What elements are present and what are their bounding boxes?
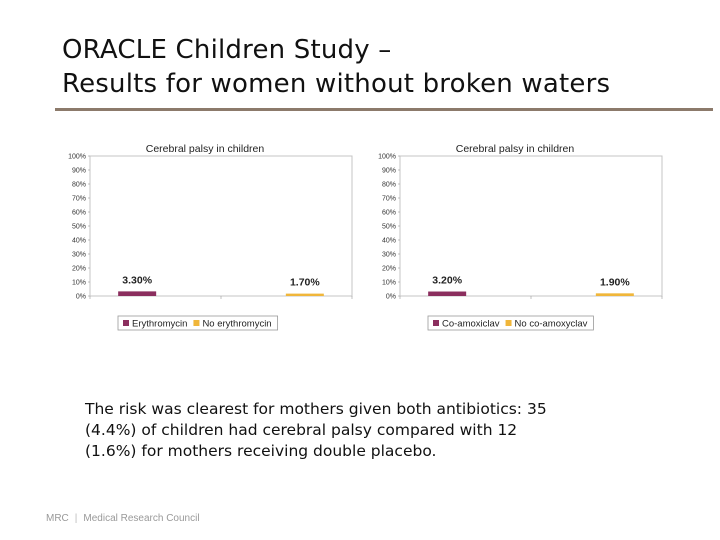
y-tick-label: 60% xyxy=(72,210,86,217)
legend-entry: Erythromycin xyxy=(132,319,187,330)
y-tick-label: 10% xyxy=(72,280,86,287)
y-tick-label: 20% xyxy=(382,266,396,273)
data-label: 1.70% xyxy=(290,277,320,289)
legend-swatch xyxy=(505,320,512,326)
footer-name: Medical Research Council xyxy=(83,513,200,524)
chart-title: Cerebral palsy in children xyxy=(146,143,265,155)
data-label: 1.90% xyxy=(600,276,630,288)
legend-swatch xyxy=(123,320,129,326)
bar-treated xyxy=(118,291,157,296)
y-tick-label: 40% xyxy=(72,238,86,245)
footer-separator: | xyxy=(74,513,78,524)
y-tick-label: 30% xyxy=(382,252,396,259)
body-line-1: The risk was clearest for mothers given … xyxy=(85,400,547,418)
body-line-2: (4.4%) of children had cerebral palsy co… xyxy=(85,421,518,439)
y-tick-label: 20% xyxy=(72,266,86,273)
chart-erythromycin-svg: Cerebral palsy in children 0% 10% 20% 30% 40%… xyxy=(68,143,353,331)
bar-untreated xyxy=(285,293,324,296)
y-tick-label: 50% xyxy=(382,224,396,231)
y-tick-label: 30% xyxy=(72,252,86,259)
title-line-1: ORACLE Children Study – xyxy=(62,35,392,65)
data-label: 3.30% xyxy=(122,274,152,286)
y-tick-label: 100% xyxy=(378,154,396,161)
y-tick-label: 50% xyxy=(72,224,86,231)
chart-co-amoxiclav: Cerebral palsy in children 0% 10% 20% 30% 40%… xyxy=(370,140,670,335)
legend-entry: Co-amoxiclav xyxy=(442,319,500,330)
slide-title: ORACLE Children Study – Results for wome… xyxy=(62,33,610,101)
y-tick-label: 90% xyxy=(382,168,396,175)
y-tick-label: 0% xyxy=(76,294,86,301)
title-divider xyxy=(55,108,713,111)
bar-treated xyxy=(428,291,467,296)
y-tick-label: 80% xyxy=(72,182,86,189)
chart-co-amoxiclav-svg: Cerebral palsy in children 0% 10% 20% 30% 40%… xyxy=(378,143,663,331)
bar-untreated xyxy=(595,293,634,296)
legend-swatch xyxy=(433,320,439,326)
body-line-3: (1.6%) for mothers receiving double plac… xyxy=(85,442,437,460)
y-tick-label: 0% xyxy=(386,294,396,301)
title-line-2: Results for women without broken waters xyxy=(62,69,611,99)
chart-title: Cerebral palsy in children xyxy=(456,143,575,155)
y-tick-label: 80% xyxy=(382,182,396,189)
y-tick-label: 70% xyxy=(72,196,86,203)
y-tick-label: 90% xyxy=(72,168,86,175)
y-tick-label: 10% xyxy=(382,280,396,287)
legend-entry: No erythromycin xyxy=(202,319,271,330)
y-tick-label: 70% xyxy=(382,196,396,203)
legend-entry: No co-amoxyclav xyxy=(515,319,588,330)
y-tick-label: 100% xyxy=(68,154,86,161)
y-tick-label: 40% xyxy=(382,238,396,245)
footer-abbr: MRC xyxy=(46,513,69,524)
body-text: The risk was clearest for mothers given … xyxy=(85,399,685,462)
footer-logo: MRC | Medical Research Council xyxy=(46,513,200,524)
chart-erythromycin: Cerebral palsy in children 0% 10% 20% 30% 40%… xyxy=(60,140,360,335)
data-label: 3.20% xyxy=(432,275,462,287)
legend-swatch xyxy=(193,320,200,326)
y-tick-label: 60% xyxy=(382,210,396,217)
